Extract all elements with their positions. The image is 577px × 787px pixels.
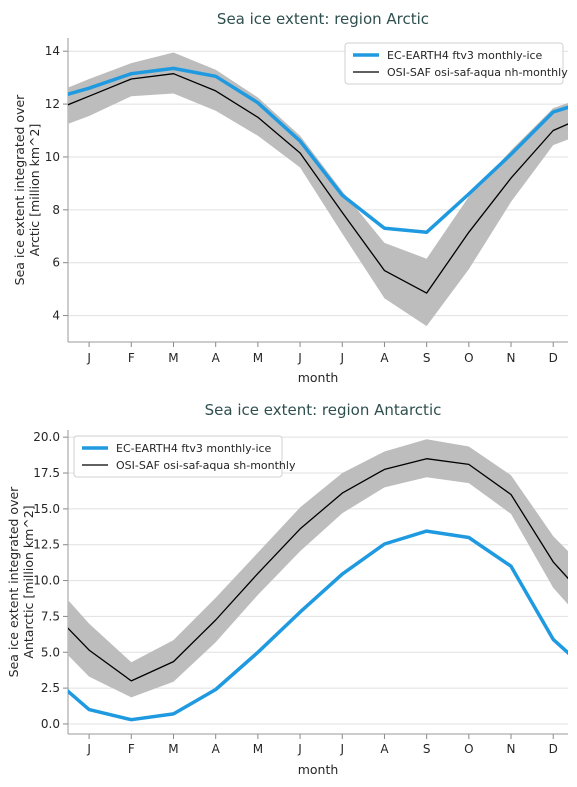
series-line-0 (68, 66, 568, 235)
legend-label-0: EC-EARTH4 ftv3 monthly-ice (116, 442, 272, 455)
y-tick-label: 2.5 (41, 681, 60, 695)
y-axis-label: Antarctic [million km^2] (21, 505, 36, 658)
x-tick-label: D (549, 351, 558, 365)
x-tick-label: N (507, 742, 516, 756)
chart-title: Sea ice extent: region Arctic (217, 10, 429, 28)
x-tick-label: O (464, 742, 473, 756)
y-tick-label: 7.5 (41, 609, 60, 623)
x-tick-label: S (423, 351, 431, 365)
y-tick-label: 12 (45, 97, 60, 111)
series-line-1 (68, 73, 568, 294)
x-tick-label: M (168, 742, 178, 756)
chart-title: Sea ice extent: region Antarctic (205, 401, 442, 419)
x-tick-label: A (212, 742, 221, 756)
x-tick-label: S (423, 742, 431, 756)
x-tick-label: J (86, 742, 91, 756)
x-tick-label: F (128, 351, 135, 365)
y-tick-label: 10 (45, 150, 60, 164)
y-tick-label: 17.5 (33, 466, 60, 480)
series-band-1 (68, 52, 568, 327)
x-axis-label: month (298, 370, 339, 385)
y-tick-label: 14 (45, 44, 60, 58)
x-tick-label: J (297, 351, 302, 365)
chart-panel-0: Sea ice extent: region Arctic 4 6 8 10 12 14 J F… (12, 10, 568, 385)
y-axis-label: Arctic [million km^2] (27, 124, 42, 257)
x-tick-label: J (339, 351, 344, 365)
x-tick-label: N (507, 351, 516, 365)
y-axis-label: Sea ice extent integrated over (12, 94, 27, 285)
plot-area (68, 439, 568, 722)
plot-area (68, 52, 568, 327)
legend-label-1: OSI-SAF osi-saf-aqua nh-monthly (387, 66, 568, 79)
x-tick-label: A (380, 351, 389, 365)
x-tick-label: O (464, 351, 473, 365)
x-axis-label: month (298, 762, 339, 777)
legend-label-1: OSI-SAF osi-saf-aqua sh-monthly (116, 459, 296, 472)
x-tick-label: M (253, 742, 263, 756)
y-tick-label: 0.0 (41, 717, 60, 731)
y-tick-label: 12.5 (33, 538, 60, 552)
x-tick-label: J (339, 742, 344, 756)
legend-box (73, 435, 283, 478)
x-tick-label: J (86, 351, 91, 365)
y-tick-label: 5.0 (41, 645, 60, 659)
x-tick-label: M (168, 351, 178, 365)
y-tick-label: 15.0 (33, 502, 60, 516)
series-line-0 (68, 529, 568, 722)
y-tick-label: 4 (52, 309, 60, 323)
x-tick-label: F (128, 742, 135, 756)
y-tick-label: 6 (52, 256, 60, 270)
y-axis-label: Sea ice extent integrated over (6, 486, 21, 677)
y-tick-label: 20.0 (33, 430, 60, 444)
legend-box (344, 42, 564, 85)
x-tick-label: D (549, 742, 558, 756)
legend-label-0: EC-EARTH4 ftv3 monthly-ice (387, 49, 543, 62)
x-tick-label: A (212, 351, 221, 365)
chart-panel-1: Sea ice extent: region Antarctic 0.0 2.5 5.… (6, 401, 568, 777)
series-line-1 (68, 458, 568, 682)
y-tick-label: 8 (52, 203, 60, 217)
x-tick-label: J (297, 742, 302, 756)
x-tick-label: A (380, 742, 389, 756)
x-tick-label: M (253, 351, 263, 365)
y-tick-label: 10.0 (33, 574, 60, 588)
series-band-1 (68, 439, 568, 698)
